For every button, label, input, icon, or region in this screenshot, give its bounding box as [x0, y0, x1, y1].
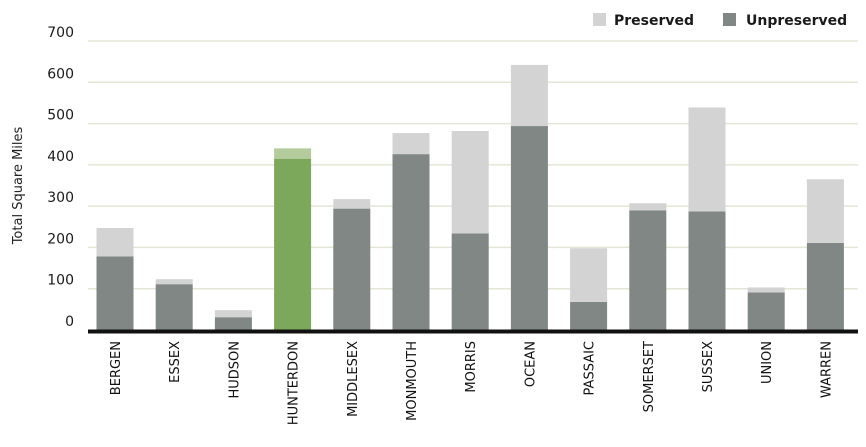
bar-unpreserved-middlesex [333, 208, 371, 330]
x-tick-label: MIDDLESEX [346, 341, 361, 417]
x-tick-label: ESSEX [168, 341, 183, 383]
bar-unpreserved-morris [451, 233, 489, 330]
bar-unpreserved-essex [155, 284, 193, 330]
x-tick-label: WARREN [819, 341, 834, 398]
y-tick-label: 500 [47, 108, 74, 124]
x-tick-label: SUSSEX [701, 341, 716, 392]
x-tick-label: BERGEN [109, 341, 124, 395]
legend: Preserved Unpreserved [593, 13, 847, 29]
x-tick-label: MORRIS [464, 341, 479, 393]
y-axis-label: Total Square Miles [11, 126, 26, 245]
bar-unpreserved-hudson [214, 317, 252, 330]
x-tick-label: SOMERSET [642, 341, 657, 412]
y-tick-label: 700 [47, 25, 74, 41]
bar-unpreserved-passaic [570, 301, 608, 330]
bar-unpreserved-sussex [688, 211, 726, 330]
y-axis-ticks: 0 100 200 300 400 500 600 700 [47, 25, 74, 330]
bar-unpreserved-warren [806, 242, 844, 330]
bar-preserved-passaic [570, 248, 608, 302]
bar-unpreserved-monmouth [392, 154, 430, 330]
legend-swatch [723, 13, 736, 26]
legend-swatch [593, 13, 606, 26]
bar-unpreserved-hunterdon [274, 158, 312, 330]
legend-label: Preserved [614, 13, 694, 29]
bar-preserved-warren [806, 179, 844, 243]
x-axis-labels: BERGEN ESSEX HUDSON HUNTERDON MIDDLESEX MONMO… [109, 341, 834, 425]
bar-preserved-morris [451, 131, 489, 234]
bars [96, 64, 844, 330]
y-tick-label: 300 [47, 190, 74, 206]
x-tick-label: UNION [760, 341, 775, 384]
bar-preserved-union [747, 287, 785, 293]
x-tick-label: HUNTERDON [287, 341, 302, 425]
bar-preserved-middlesex [333, 199, 371, 209]
y-tick-label: 0 [65, 314, 74, 330]
x-tick-label: HUDSON [227, 341, 242, 399]
legend-label: Unpreserved [746, 13, 847, 29]
bar-preserved-monmouth [392, 133, 430, 155]
bar-preserved-bergen [96, 228, 134, 257]
y-tick-label: 400 [47, 149, 74, 165]
x-tick-label: OCEAN [523, 341, 538, 387]
bar-preserved-hudson [214, 310, 252, 318]
bar-unpreserved-ocean [510, 126, 548, 330]
bar-unpreserved-union [747, 292, 785, 330]
x-tick-label: MONMOUTH [405, 341, 420, 421]
bar-unpreserved-bergen [96, 256, 134, 330]
y-tick-label: 200 [47, 231, 74, 247]
bar-preserved-sussex [688, 107, 726, 212]
bar-preserved-ocean [510, 64, 548, 127]
y-tick-label: 100 [47, 273, 74, 289]
bar-unpreserved-somerset [629, 210, 667, 330]
bar-preserved-essex [155, 279, 193, 285]
y-tick-label: 600 [47, 66, 74, 82]
bar-preserved-somerset [629, 203, 667, 211]
bar-preserved-hunterdon [274, 148, 312, 159]
x-tick-label: PASSAIC [583, 341, 598, 395]
